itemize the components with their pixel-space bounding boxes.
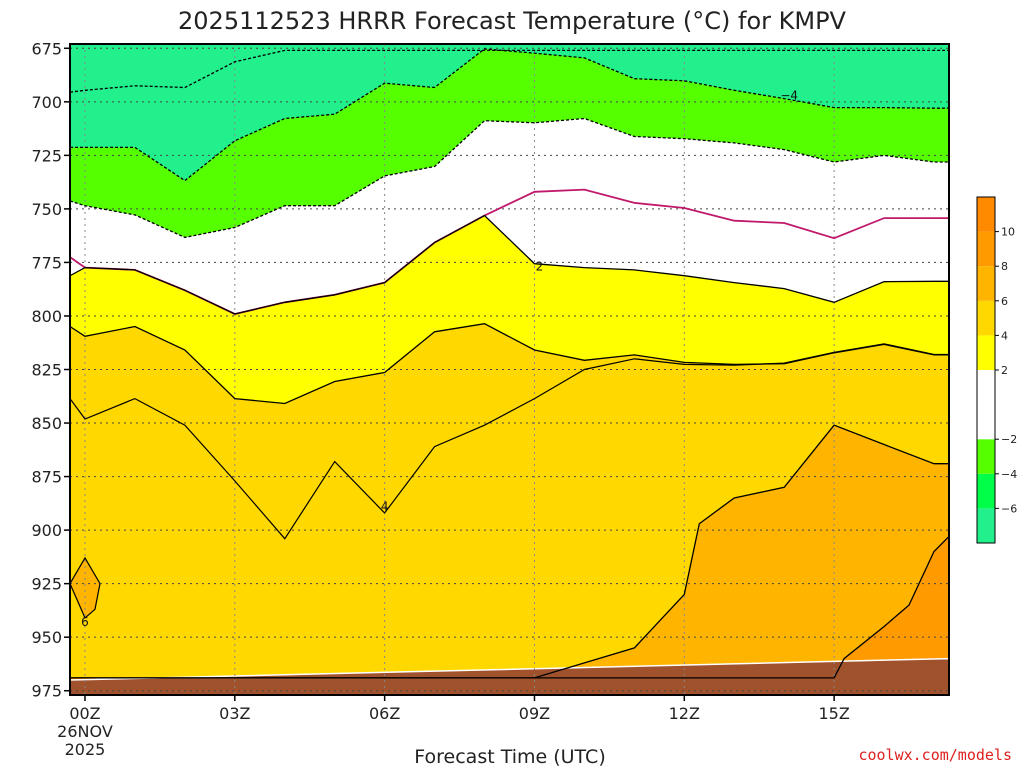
colorbar: −6 −4 −2 2 4 6 8 10: [976, 196, 1017, 544]
gridlines: [70, 44, 949, 695]
colorbar-label-4: 4: [1001, 329, 1008, 342]
contour-lines: [70, 48, 949, 679]
y-tick-label-775: 775: [31, 253, 62, 272]
colorbar-band-2: [977, 439, 995, 474]
contour-line-4: [70, 323, 949, 405]
y-tick-label-975: 975: [31, 682, 62, 701]
y-tick-label-800: 800: [31, 307, 62, 326]
contour-labels: −4 2 4 6: [81, 88, 798, 629]
contour-line-6: [70, 424, 949, 679]
colorbar-label-10: 10: [1001, 226, 1015, 239]
ground-surface: [70, 657, 949, 695]
x-tick-date: 26NOV: [57, 722, 113, 741]
y-tick-label-850: 850: [31, 414, 62, 433]
contour-label--2: −4: [780, 88, 798, 102]
colorbar-band-6: [977, 266, 995, 301]
colorbar-band-4: [977, 335, 995, 370]
fill-top-6: [70, 425, 949, 695]
colorbar-label-8: 8: [1001, 260, 1008, 273]
x-tick-label-00Z: 00Z: [69, 704, 100, 723]
ground-layer: [70, 657, 949, 695]
colorbar-band-1: [977, 473, 995, 509]
y-axis-ticks: 675 700 725 750 775 800 825 850 875 900 925 950 975: [31, 39, 70, 701]
y-tick-label-675: 675: [31, 39, 62, 58]
temperature-fills: [70, 44, 949, 695]
y-tick-label-900: 900: [31, 521, 62, 540]
colorbar-label-6: 6: [1001, 295, 1008, 308]
colorbar-band-0: [977, 508, 995, 543]
contour-label-6: 6: [81, 615, 89, 629]
y-tick-label-750: 750: [31, 200, 62, 219]
x-tick-label-06Z: 06Z: [369, 704, 400, 723]
x-tick-label-09Z: 09Z: [519, 704, 550, 723]
contour-line-8: [70, 536, 949, 679]
colorbar-label-2: 2: [1001, 364, 1008, 377]
colorbar-band-5: [977, 300, 995, 336]
y-tick-label-825: 825: [31, 361, 62, 380]
contour-label-2: 2: [536, 260, 544, 274]
colorbar-band-3: [977, 370, 995, 440]
colorbar-label--2: −2: [1001, 433, 1017, 446]
x-tick-label-03Z: 03Z: [219, 704, 250, 723]
chart-title: 2025112523 HRRR Forecast Temperature (°C…: [178, 7, 847, 35]
source-label: coolwx.com/models: [858, 746, 1012, 764]
x-tick-year: 2025: [65, 740, 106, 759]
y-tick-label-725: 725: [31, 146, 62, 165]
y-tick-label-875: 875: [31, 468, 62, 487]
contour-line--4: [70, 48, 949, 182]
y-tick-label-700: 700: [31, 93, 62, 112]
colorbar-band-7: [977, 231, 995, 267]
x-axis-label: Forecast Time (UTC): [414, 746, 605, 768]
colorbar-band-8: [977, 197, 995, 232]
contour-line-2: [70, 214, 949, 315]
x-tick-label-12Z: 12Z: [669, 704, 700, 723]
y-tick-label-950: 950: [31, 628, 62, 647]
colorbar-label--4: −4: [1001, 468, 1017, 481]
y-tick-label-925: 925: [31, 575, 62, 594]
contour-label-4: 4: [381, 500, 389, 514]
colorbar-label--6: −6: [1001, 502, 1017, 515]
x-tick-label-15Z: 15Z: [818, 704, 849, 723]
closed-contour-0: [70, 556, 101, 619]
plot-area: −4 2 4 6: [70, 44, 949, 695]
